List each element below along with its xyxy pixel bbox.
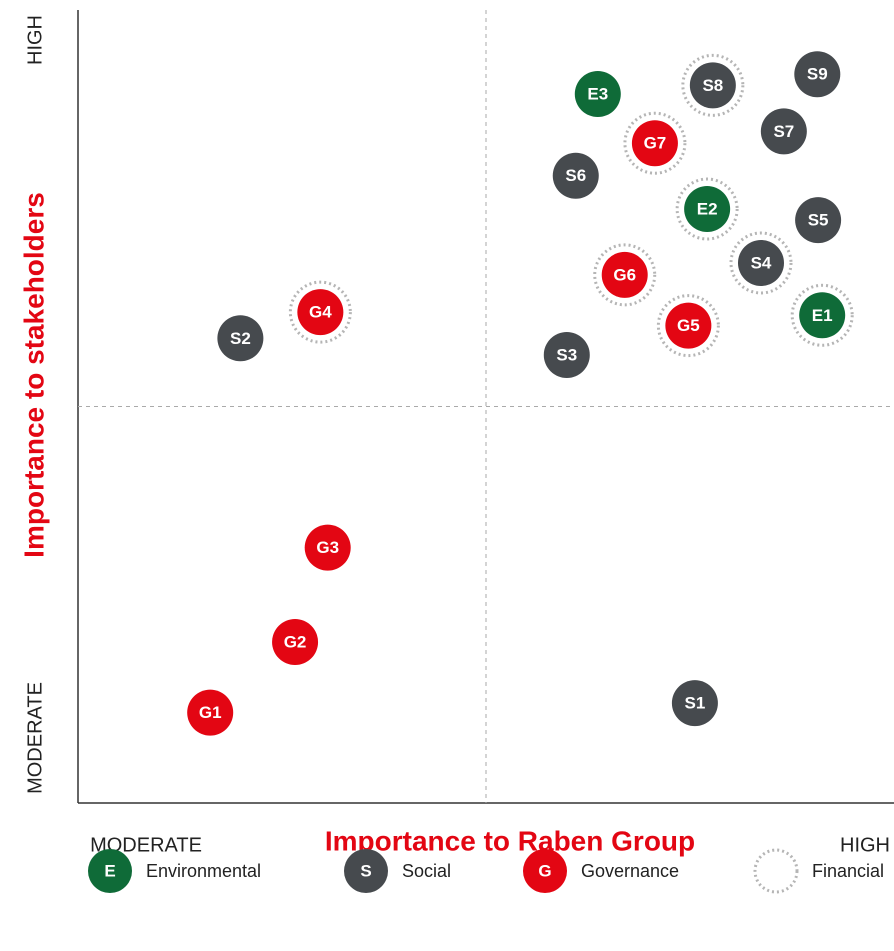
point-label: G6 <box>613 265 636 284</box>
financial-ring <box>656 294 720 358</box>
point-label: S6 <box>565 166 586 185</box>
point-label: S2 <box>230 329 251 348</box>
point <box>684 186 731 233</box>
financial-ring <box>593 243 657 307</box>
point <box>601 251 648 298</box>
legend-symbol: S <box>360 861 371 880</box>
point-label: S5 <box>808 211 829 230</box>
financial-ring <box>729 231 793 295</box>
x-end-high: HIGH <box>840 834 890 856</box>
x-axis-label: Importance to Raben Group <box>325 825 695 856</box>
y-end-high: HIGH <box>24 15 46 65</box>
point-label: E2 <box>697 200 718 219</box>
financial-ring <box>790 283 854 347</box>
point <box>272 619 319 666</box>
financial-ring <box>675 177 739 241</box>
point <box>574 71 621 118</box>
point-label: G3 <box>316 538 339 557</box>
point-label: G1 <box>199 703 222 722</box>
legend-label: Social <box>402 861 451 881</box>
point <box>794 51 841 98</box>
point-label: S8 <box>702 76 723 95</box>
legend-symbol: E <box>104 861 115 880</box>
legend-swatch <box>88 849 132 893</box>
y-end-low: MODERATE <box>24 682 46 794</box>
point <box>187 689 234 736</box>
point <box>795 197 842 244</box>
point-label: E3 <box>587 85 608 104</box>
point-label: E1 <box>812 306 833 325</box>
point <box>760 108 807 155</box>
point <box>799 292 846 339</box>
point-label: G2 <box>284 633 307 652</box>
point-label: S1 <box>684 694 705 713</box>
legend-label: Governance <box>581 861 679 881</box>
point <box>737 239 784 286</box>
legend-swatch <box>344 849 388 893</box>
point-label: S3 <box>556 345 577 364</box>
legend-swatch <box>523 849 567 893</box>
legend-symbol: G <box>538 861 551 880</box>
point <box>689 62 736 109</box>
point-label: S9 <box>807 65 828 84</box>
financial-ring <box>288 280 352 344</box>
legend-swatch <box>753 848 799 894</box>
point <box>543 331 590 378</box>
point-label: G7 <box>644 134 667 153</box>
financial-ring <box>623 111 687 175</box>
point <box>304 524 351 571</box>
point-label: S7 <box>773 122 794 141</box>
point <box>671 680 718 727</box>
point <box>631 120 678 167</box>
financial-ring <box>681 53 745 117</box>
point-label: G5 <box>677 316 700 335</box>
point-label: S4 <box>751 253 772 272</box>
legend-label: Environmental <box>146 861 261 881</box>
legend-label: Financial <box>812 861 884 881</box>
y-axis-label: Importance to stakeholders <box>18 192 49 558</box>
point <box>665 302 712 349</box>
point <box>297 289 344 336</box>
point <box>217 315 264 362</box>
point <box>552 152 599 199</box>
point-label: G4 <box>309 303 332 322</box>
